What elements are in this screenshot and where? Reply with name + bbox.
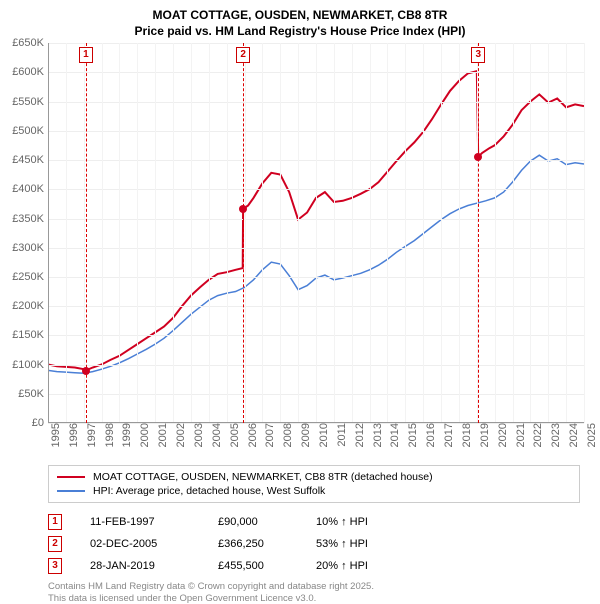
x-axis-tick: 2016: [423, 423, 437, 447]
x-axis-tick: 2023: [548, 423, 562, 447]
x-axis-tick: 2007: [262, 423, 276, 447]
x-axis-tick: 2019: [477, 423, 491, 447]
event-marker-icon: 3: [471, 47, 485, 63]
x-axis-tick: 2013: [370, 423, 384, 447]
sale-price: £90,000: [218, 516, 288, 528]
x-axis-tick: 2021: [513, 423, 527, 447]
x-axis-tick: 2004: [209, 423, 223, 447]
y-axis-tick: £500K: [12, 125, 48, 137]
x-axis-tick: 2017: [441, 423, 455, 447]
sales-table: 1 11-FEB-1997 £90,000 10% ↑ HPI 2 02-DEC…: [48, 511, 580, 577]
sale-date: 11-FEB-1997: [90, 516, 190, 528]
footer-line: Contains HM Land Registry data © Crown c…: [48, 581, 580, 592]
sale-date: 02-DEC-2005: [90, 538, 190, 550]
y-axis-tick: £0: [32, 417, 48, 429]
x-axis-tick: 2006: [245, 423, 259, 447]
sale-price: £455,500: [218, 560, 288, 572]
sale-pct: 53% ↑ HPI: [316, 538, 406, 550]
event-vertical-line: [478, 43, 479, 423]
y-axis-tick: £350K: [12, 213, 48, 225]
y-axis-tick: £300K: [12, 242, 48, 254]
legend-label: MOAT COTTAGE, OUSDEN, NEWMARKET, CB8 8TR…: [93, 471, 433, 483]
x-axis-tick: 2012: [352, 423, 366, 447]
legend-label: HPI: Average price, detached house, West…: [93, 485, 325, 497]
x-axis-tick: 1996: [66, 423, 80, 447]
event-dot-icon: [82, 367, 90, 375]
sale-marker-icon: 1: [48, 514, 62, 530]
title-line-2: Price paid vs. HM Land Registry's House …: [0, 24, 600, 40]
y-axis-tick: £250K: [12, 271, 48, 283]
x-axis-tick: 2014: [387, 423, 401, 447]
sale-marker-icon: 3: [48, 558, 62, 574]
sale-pct: 10% ↑ HPI: [316, 516, 406, 528]
x-axis-tick: 2000: [137, 423, 151, 447]
sales-row: 2 02-DEC-2005 £366,250 53% ↑ HPI: [48, 533, 580, 555]
x-axis-tick: 2025: [584, 423, 598, 447]
x-axis-tick: 2010: [316, 423, 330, 447]
x-axis-tick: 2005: [227, 423, 241, 447]
y-axis-tick: £450K: [12, 154, 48, 166]
y-axis-tick: £550K: [12, 96, 48, 108]
x-axis-tick: 1997: [84, 423, 98, 447]
y-axis-tick: £150K: [12, 329, 48, 341]
sale-date: 28-JAN-2019: [90, 560, 190, 572]
sale-price: £366,250: [218, 538, 288, 550]
footer-line: This data is licensed under the Open Gov…: [48, 593, 580, 604]
legend-row: HPI: Average price, detached house, West…: [57, 484, 571, 498]
y-axis-tick: £50K: [18, 388, 48, 400]
chart-title-block: MOAT COTTAGE, OUSDEN, NEWMARKET, CB8 8TR…: [0, 0, 600, 43]
x-axis-tick: 2002: [173, 423, 187, 447]
y-axis-tick: £200K: [12, 300, 48, 312]
legend-row: MOAT COTTAGE, OUSDEN, NEWMARKET, CB8 8TR…: [57, 470, 571, 484]
event-dot-icon: [239, 205, 247, 213]
x-axis-tick: 2008: [280, 423, 294, 447]
x-axis-tick: 2003: [191, 423, 205, 447]
sales-row: 3 28-JAN-2019 £455,500 20% ↑ HPI: [48, 555, 580, 577]
copyright-footer: Contains HM Land Registry data © Crown c…: [48, 581, 580, 604]
x-axis-tick: 2001: [155, 423, 169, 447]
title-line-1: MOAT COTTAGE, OUSDEN, NEWMARKET, CB8 8TR: [0, 8, 600, 24]
sale-marker-icon: 2: [48, 536, 62, 552]
x-axis-tick: 2015: [405, 423, 419, 447]
event-marker-icon: 2: [236, 47, 250, 63]
event-dot-icon: [474, 153, 482, 161]
x-axis-tick: 2022: [530, 423, 544, 447]
y-axis-tick: £600K: [12, 66, 48, 78]
x-axis-tick: 2009: [298, 423, 312, 447]
legend-swatch: [57, 476, 85, 478]
x-axis-tick: 2024: [566, 423, 580, 447]
y-axis-tick: £400K: [12, 183, 48, 195]
sales-row: 1 11-FEB-1997 £90,000 10% ↑ HPI: [48, 511, 580, 533]
x-axis-tick: 2020: [495, 423, 509, 447]
x-axis-tick: 2011: [334, 423, 348, 447]
event-marker-icon: 1: [79, 47, 93, 63]
x-axis-tick: 1999: [119, 423, 133, 447]
legend-swatch: [57, 490, 85, 492]
x-axis-tick: 1998: [102, 423, 116, 447]
event-vertical-line: [243, 43, 244, 423]
y-axis-tick: £100K: [12, 359, 48, 371]
chart-plot-area: £0£50K£100K£150K£200K£250K£300K£350K£400…: [48, 43, 584, 423]
x-axis-tick: 2018: [459, 423, 473, 447]
sale-pct: 20% ↑ HPI: [316, 560, 406, 572]
y-axis-tick: £650K: [12, 37, 48, 49]
x-axis-tick: 1995: [48, 423, 62, 447]
legend: MOAT COTTAGE, OUSDEN, NEWMARKET, CB8 8TR…: [48, 465, 580, 503]
